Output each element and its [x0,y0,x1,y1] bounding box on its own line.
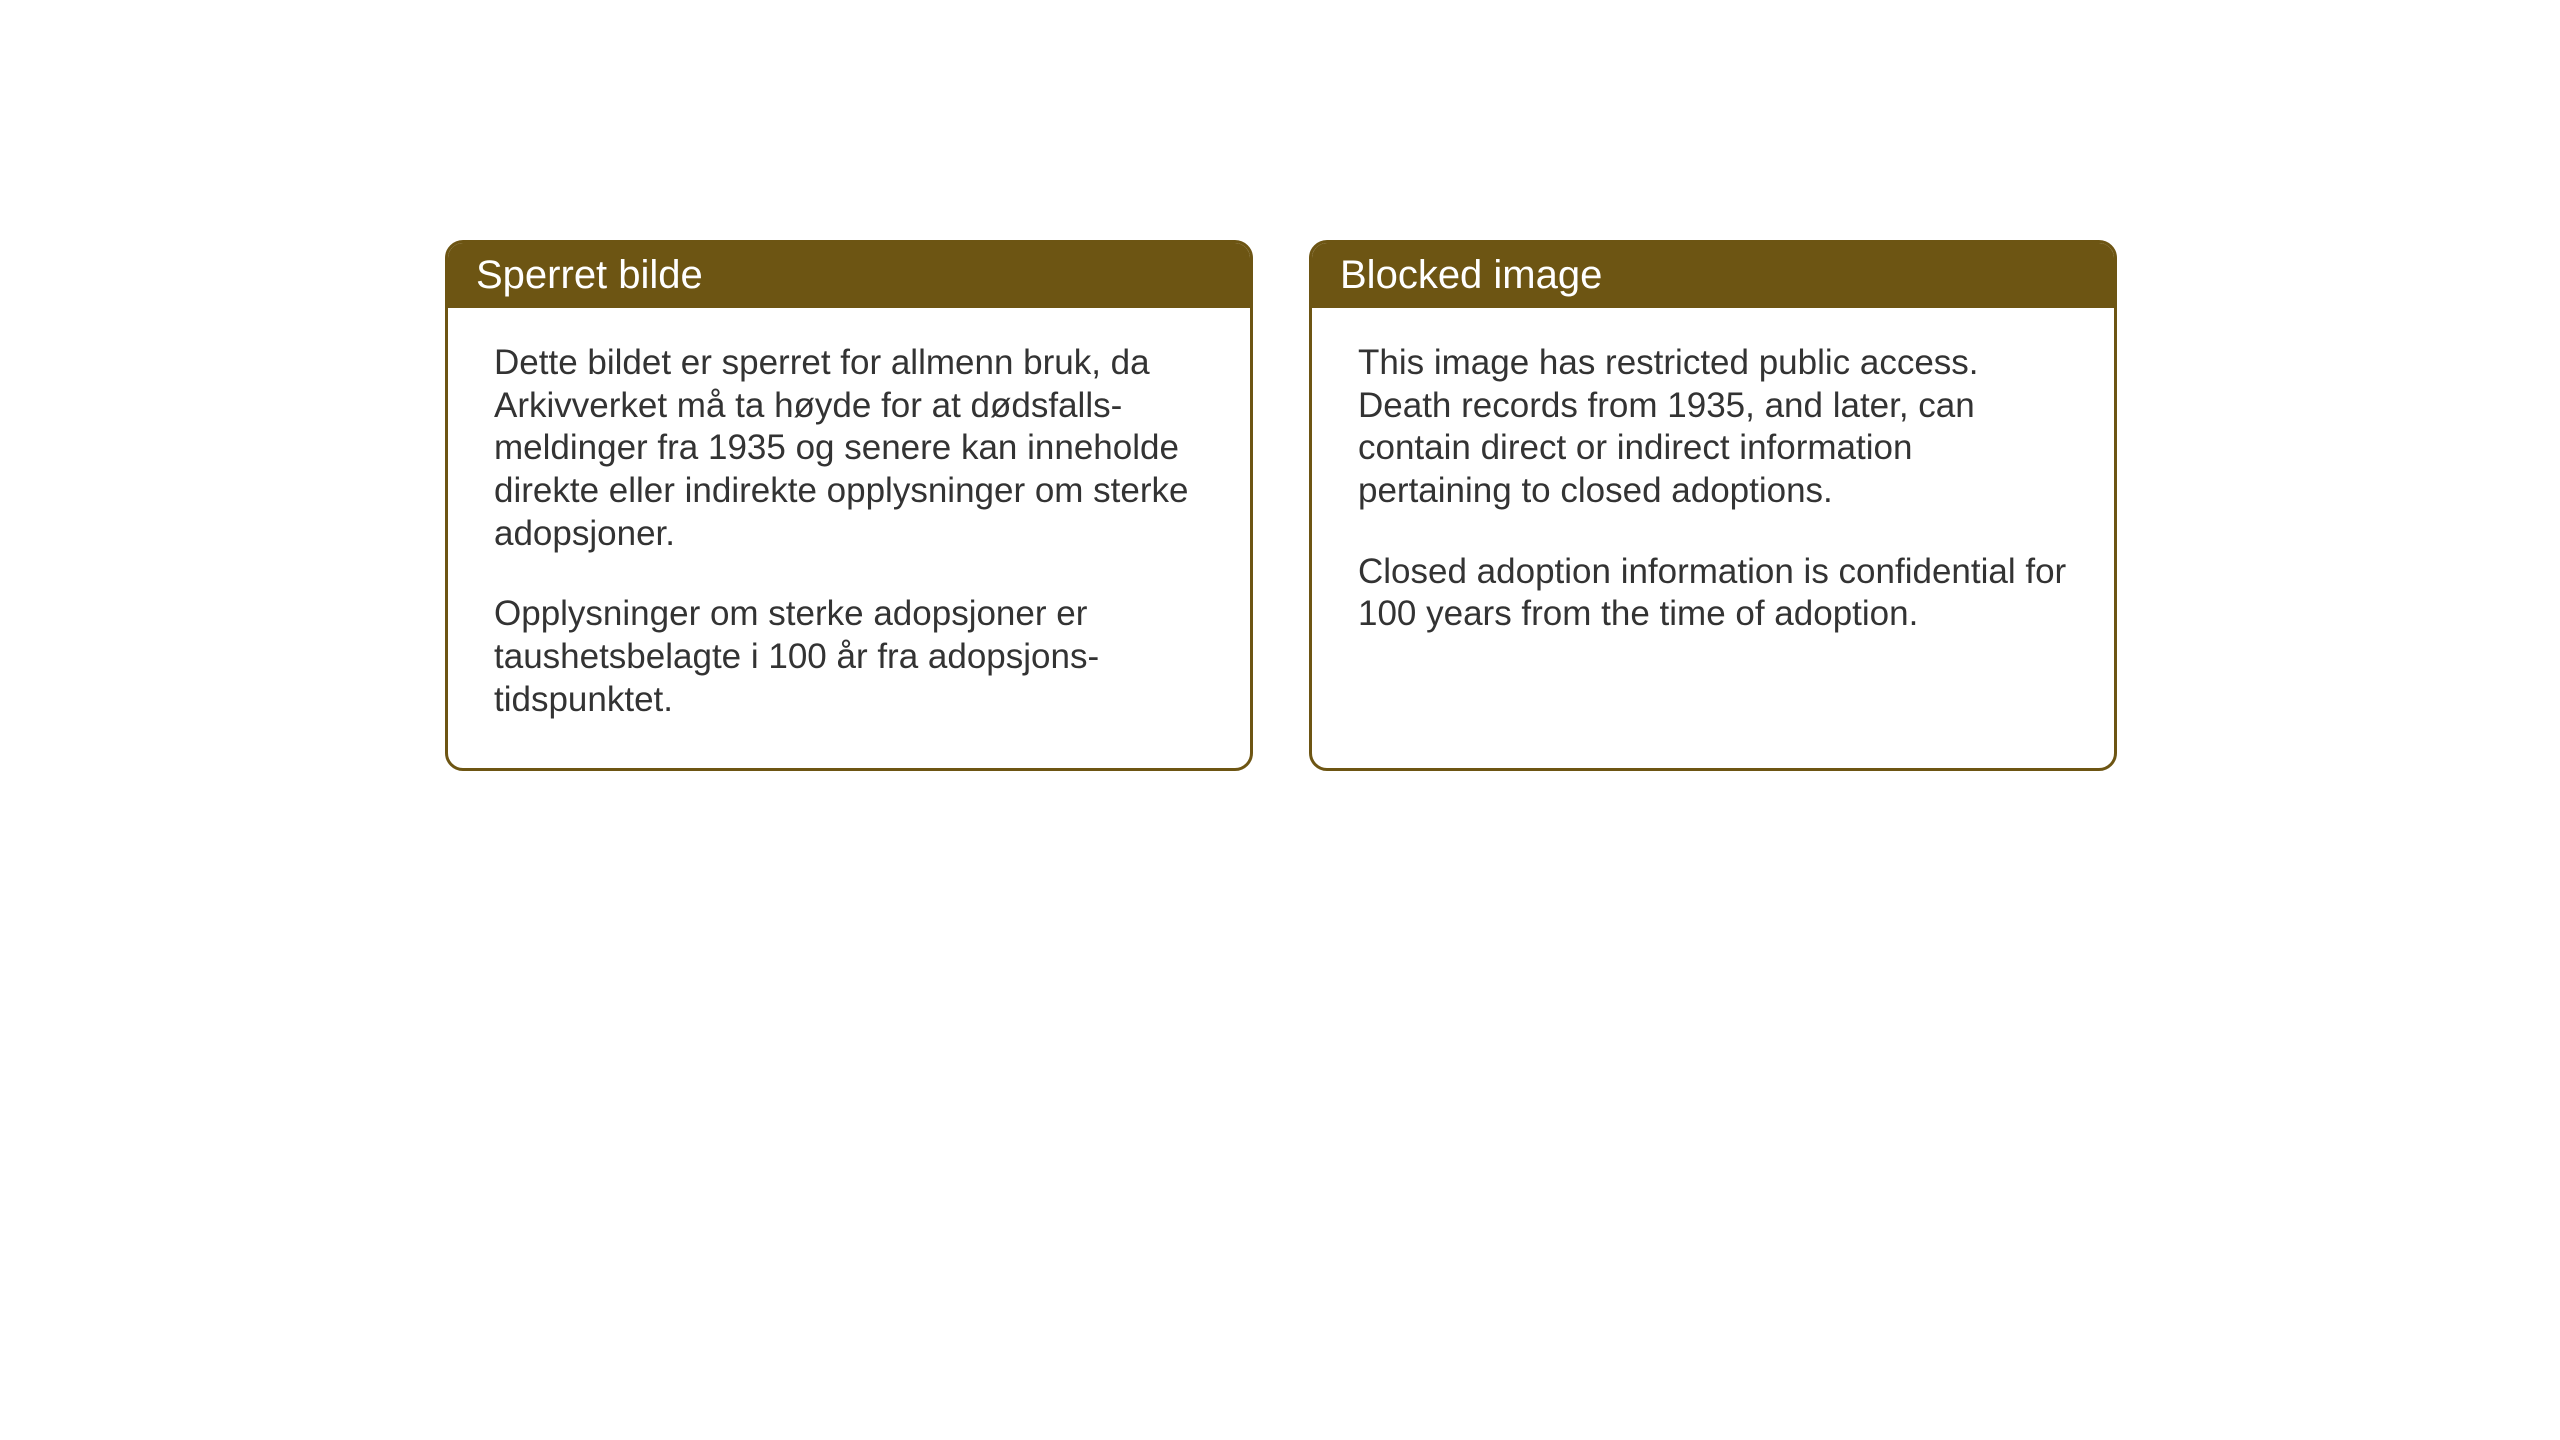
english-paragraph-1: This image has restricted public access.… [1358,342,2068,513]
norwegian-card-title: Sperret bilde [448,243,1250,308]
cards-container: Sperret bilde Dette bildet er sperret fo… [445,240,2117,771]
english-paragraph-2: Closed adoption information is confident… [1358,551,2068,636]
norwegian-card: Sperret bilde Dette bildet er sperret fo… [445,240,1253,771]
english-card-body: This image has restricted public access.… [1312,308,2114,738]
norwegian-card-body: Dette bildet er sperret for allmenn bruk… [448,308,1250,768]
norwegian-paragraph-2: Opplysninger om sterke adopsjoner er tau… [494,593,1204,721]
english-card: Blocked image This image has restricted … [1309,240,2117,771]
english-card-title: Blocked image [1312,243,2114,308]
norwegian-paragraph-1: Dette bildet er sperret for allmenn bruk… [494,342,1204,555]
